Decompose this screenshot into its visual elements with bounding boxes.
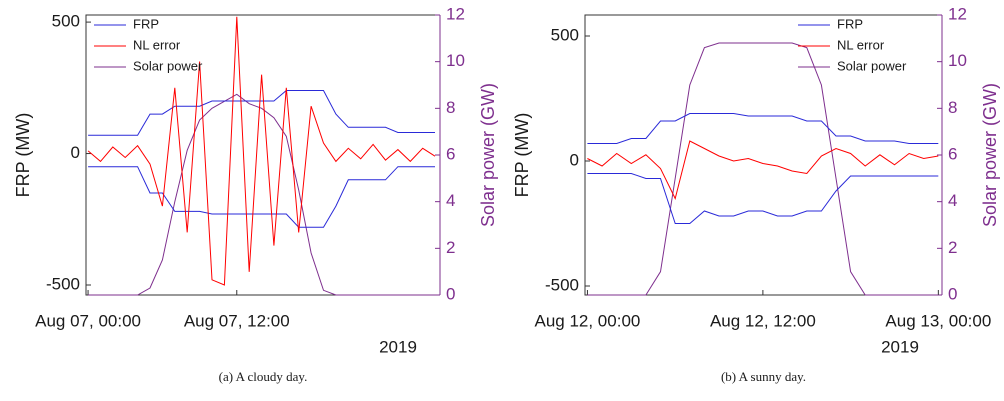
y2-tick-label: 4: [446, 191, 455, 210]
caption: (a) A cloudy day.: [219, 369, 308, 384]
legend-label: FRP: [133, 16, 159, 31]
caption: (b) A sunny day.: [721, 369, 806, 384]
y2-tick-label: 6: [948, 144, 957, 163]
y2-tick-label: 2: [948, 238, 957, 257]
y2-tick-label: 8: [446, 98, 455, 117]
legend-label: NL error: [133, 37, 181, 52]
y2-tick-label: 4: [948, 191, 957, 210]
series-line: [88, 90, 435, 136]
legend-label: Solar power: [133, 58, 203, 73]
y-axis-label: FRP (MW): [13, 113, 33, 198]
y2-tick-label: 0: [948, 284, 957, 303]
x-tick-label: Aug 07, 00:00: [35, 311, 141, 330]
legend-label: Solar power: [837, 58, 907, 73]
y-tick-label: -500: [545, 275, 579, 294]
axis-frame: [584, 14, 942, 296]
series-line: [87, 16, 436, 286]
y2-tick-label: 10: [948, 51, 967, 70]
y-tick-label: 500: [52, 12, 80, 31]
series-line: [587, 140, 939, 200]
y2-axis-label: Solar power (GW): [980, 83, 1000, 227]
x-tick-label: Aug 13, 00:00: [885, 311, 991, 330]
x-tick-label: Aug 12, 00:00: [534, 311, 640, 330]
y2-tick-label: 8: [948, 98, 957, 117]
y-axis-label: FRP (MW): [512, 113, 532, 198]
x-tick-label: Aug 07, 12:00: [184, 311, 290, 330]
y2-axis-label: Solar power (GW): [478, 83, 498, 227]
axis-frame: [85, 14, 440, 296]
y2-tick-label: 10: [446, 51, 465, 70]
series-line: [88, 93, 435, 296]
x-year-label: 2019: [379, 337, 417, 356]
y-tick-label: 0: [71, 143, 80, 162]
y2-tick-label: 12: [948, 4, 967, 23]
x-year-label: 2019: [881, 337, 919, 356]
y-tick-label: 500: [551, 25, 579, 44]
y2-tick-label: 6: [446, 144, 455, 163]
legend-label: FRP: [837, 16, 863, 31]
series-lower-line: [587, 173, 939, 224]
legend-label: NL error: [837, 37, 885, 52]
y2-tick-label: 2: [446, 238, 455, 257]
y-tick-label: -500: [46, 274, 80, 293]
y2-tick-label: 0: [446, 284, 455, 303]
series-line: [587, 42, 939, 296]
y2-tick-label: 12: [446, 4, 465, 23]
y-tick-label: 0: [570, 150, 579, 169]
series-line: [587, 113, 939, 144]
series-lower-line: [88, 166, 435, 228]
x-tick-label: Aug 12, 12:00: [710, 311, 816, 330]
